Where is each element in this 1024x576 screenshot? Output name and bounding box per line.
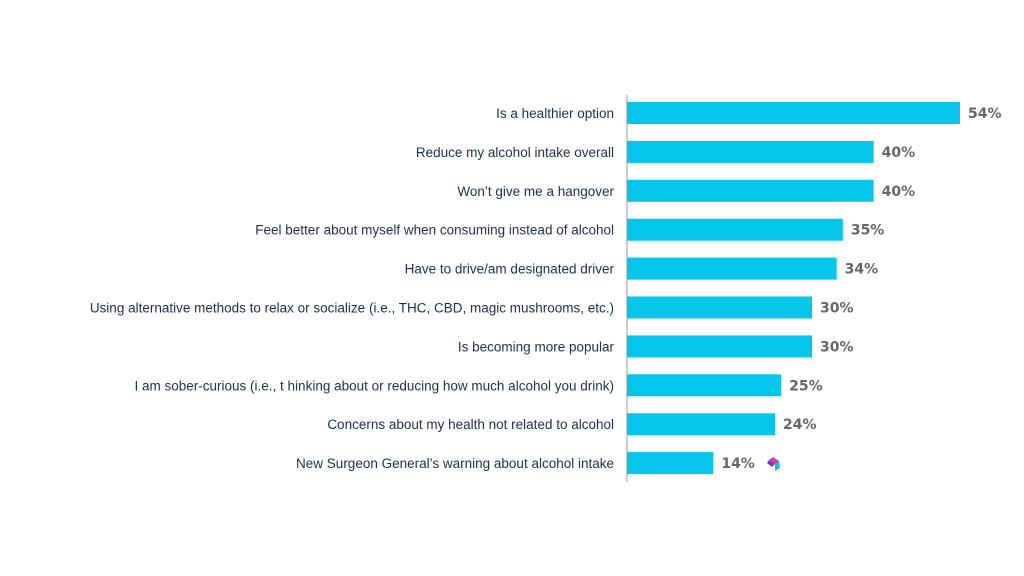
category-label-6: Using alternative methods to relax or so… [90,301,614,316]
value-label-9: 24% [783,417,817,433]
category-label-7: Is becoming more popular [458,339,615,354]
value-label-3: 40% [882,184,916,200]
value-label-7: 30% [820,339,854,355]
bar-3 [627,179,874,202]
bar-6 [627,296,812,319]
value-label-2: 40% [882,145,916,161]
category-label-1: Is a healthier option [496,106,614,121]
bar-10 [627,452,714,475]
category-labels-group: Is a healthier option Reduce my alcohol i… [90,106,615,471]
value-label-6: 30% [820,301,854,317]
category-label-9: Concerns about my health not related to … [327,417,614,432]
category-label-5: Have to drive/am designated driver [405,262,615,277]
bar-1 [627,102,960,124]
bars-group [627,102,960,475]
category-label-3: Won’t give me a hangover [457,184,614,199]
bar-2 [627,140,874,163]
value-label-8: 25% [789,378,823,394]
category-label-4: Feel better about myself when consuming … [255,223,614,238]
bar-9 [627,413,775,436]
brand-logo-icon [767,457,780,471]
category-label-8: I am sober-curious (i.e., t hinking abou… [135,378,615,393]
bar-4 [627,218,843,241]
category-label-2: Reduce my alcohol intake overall [416,145,614,160]
category-label-10: New Surgeon General’s warning about alco… [296,456,614,471]
bar-7 [627,335,812,358]
value-label-5: 34% [845,262,879,278]
value-label-4: 35% [851,223,885,239]
bar-8 [627,374,782,397]
bar-5 [627,257,837,280]
value-label-10: 14% [721,456,755,472]
value-label-1: 54% [968,106,1002,122]
value-labels-group: 54% 40% 40% 35% 34% 30% 30% 25% 24% 14% [721,106,1001,472]
